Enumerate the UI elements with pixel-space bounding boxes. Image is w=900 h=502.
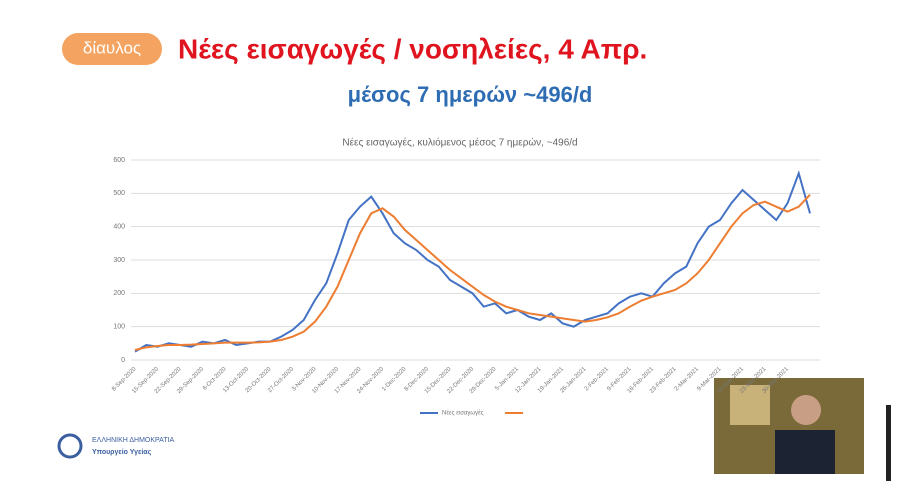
org-line2: Υπουργείο Υγείας [92, 449, 152, 456]
y-tick-label: 200 [113, 290, 125, 297]
series-line [134, 193, 811, 351]
scrollbar [886, 405, 891, 481]
video-person [775, 430, 835, 474]
slide-subtitle: μέσος 7 ημερών ~496/d [348, 82, 593, 107]
y-tick-label: 600 [113, 157, 125, 164]
video-bg [730, 385, 770, 425]
y-tick-label: 400 [113, 224, 125, 231]
logo [57, 433, 83, 459]
y-tick-label: 300 [113, 257, 125, 264]
y-tick-label: 500 [113, 190, 125, 197]
video-head [791, 395, 821, 425]
y-tick-label: 0 [121, 357, 125, 364]
legend-label: Νέες εισαγωγές [442, 410, 484, 417]
y-tick-label: 100 [113, 324, 125, 331]
chart-title: Νέες εισαγωγές, κυλιόμενος μέσος 7 ημερώ… [342, 137, 577, 149]
badge-pill [62, 33, 162, 65]
slide-title: Νέες εισαγωγές / νοσηλείες, 4 Απρ. [178, 33, 647, 64]
badge: δίαυλος [83, 38, 141, 57]
org-line1: ΕΛΛΗΝΙΚΗ ΔΗΜΟΚΡΑΤΙΑ [92, 437, 175, 444]
